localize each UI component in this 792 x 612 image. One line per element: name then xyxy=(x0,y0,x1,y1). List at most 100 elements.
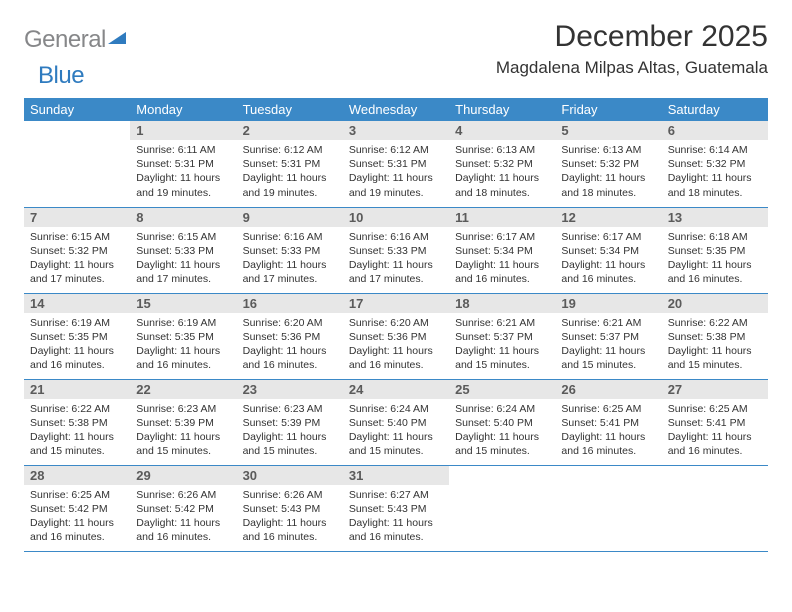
sunrise-text: Sunrise: 6:15 AM xyxy=(30,230,124,244)
day-body: Sunrise: 6:14 AMSunset: 5:32 PMDaylight:… xyxy=(662,140,768,204)
sunset-text: Sunset: 5:36 PM xyxy=(243,330,337,344)
sunset-text: Sunset: 5:31 PM xyxy=(243,157,337,171)
sunset-text: Sunset: 5:42 PM xyxy=(136,502,230,516)
day-number: 5 xyxy=(555,121,661,140)
day-number: 6 xyxy=(662,121,768,140)
day-body: Sunrise: 6:20 AMSunset: 5:36 PMDaylight:… xyxy=(237,313,343,377)
day-number xyxy=(662,466,768,470)
calendar-day-cell: 16Sunrise: 6:20 AMSunset: 5:36 PMDayligh… xyxy=(237,293,343,379)
day-number: 20 xyxy=(662,294,768,313)
calendar-day-cell: 1Sunrise: 6:11 AMSunset: 5:31 PMDaylight… xyxy=(130,121,236,207)
calendar-week-row: 14Sunrise: 6:19 AMSunset: 5:35 PMDayligh… xyxy=(24,293,768,379)
calendar-day-cell: 26Sunrise: 6:25 AMSunset: 5:41 PMDayligh… xyxy=(555,379,661,465)
day-number: 1 xyxy=(130,121,236,140)
sunrise-text: Sunrise: 6:27 AM xyxy=(349,488,443,502)
calendar-day-cell: 2Sunrise: 6:12 AMSunset: 5:31 PMDaylight… xyxy=(237,121,343,207)
day-number: 26 xyxy=(555,380,661,399)
daylight-text: Daylight: 11 hours and 18 minutes. xyxy=(455,171,549,199)
calendar-day-cell: 7Sunrise: 6:15 AMSunset: 5:32 PMDaylight… xyxy=(24,207,130,293)
sunset-text: Sunset: 5:38 PM xyxy=(668,330,762,344)
calendar-day-cell: 24Sunrise: 6:24 AMSunset: 5:40 PMDayligh… xyxy=(343,379,449,465)
day-body: Sunrise: 6:13 AMSunset: 5:32 PMDaylight:… xyxy=(555,140,661,204)
day-number: 11 xyxy=(449,208,555,227)
day-number: 7 xyxy=(24,208,130,227)
daylight-text: Daylight: 11 hours and 16 minutes. xyxy=(136,516,230,544)
calendar-day-cell xyxy=(24,121,130,207)
sunrise-text: Sunrise: 6:19 AM xyxy=(136,316,230,330)
sunset-text: Sunset: 5:40 PM xyxy=(349,416,443,430)
calendar-day-cell: 3Sunrise: 6:12 AMSunset: 5:31 PMDaylight… xyxy=(343,121,449,207)
daylight-text: Daylight: 11 hours and 15 minutes. xyxy=(349,430,443,458)
day-number: 12 xyxy=(555,208,661,227)
day-body: Sunrise: 6:19 AMSunset: 5:35 PMDaylight:… xyxy=(130,313,236,377)
day-number: 3 xyxy=(343,121,449,140)
calendar-day-cell: 22Sunrise: 6:23 AMSunset: 5:39 PMDayligh… xyxy=(130,379,236,465)
calendar-day-cell xyxy=(555,465,661,551)
day-body: Sunrise: 6:25 AMSunset: 5:41 PMDaylight:… xyxy=(662,399,768,463)
day-body: Sunrise: 6:21 AMSunset: 5:37 PMDaylight:… xyxy=(449,313,555,377)
sunset-text: Sunset: 5:43 PM xyxy=(243,502,337,516)
sunset-text: Sunset: 5:35 PM xyxy=(668,244,762,258)
day-body: Sunrise: 6:11 AMSunset: 5:31 PMDaylight:… xyxy=(130,140,236,204)
daylight-text: Daylight: 11 hours and 15 minutes. xyxy=(561,344,655,372)
daylight-text: Daylight: 11 hours and 16 minutes. xyxy=(243,344,337,372)
daylight-text: Daylight: 11 hours and 16 minutes. xyxy=(243,516,337,544)
daylight-text: Daylight: 11 hours and 16 minutes. xyxy=(30,344,124,372)
day-number: 4 xyxy=(449,121,555,140)
day-body: Sunrise: 6:23 AMSunset: 5:39 PMDaylight:… xyxy=(237,399,343,463)
sunset-text: Sunset: 5:32 PM xyxy=(668,157,762,171)
daylight-text: Daylight: 11 hours and 16 minutes. xyxy=(136,344,230,372)
calendar-day-cell: 5Sunrise: 6:13 AMSunset: 5:32 PMDaylight… xyxy=(555,121,661,207)
day-number: 8 xyxy=(130,208,236,227)
calendar-day-cell: 30Sunrise: 6:26 AMSunset: 5:43 PMDayligh… xyxy=(237,465,343,551)
sunrise-text: Sunrise: 6:21 AM xyxy=(455,316,549,330)
calendar-day-cell: 29Sunrise: 6:26 AMSunset: 5:42 PMDayligh… xyxy=(130,465,236,551)
day-body: Sunrise: 6:26 AMSunset: 5:43 PMDaylight:… xyxy=(237,485,343,549)
day-body: Sunrise: 6:18 AMSunset: 5:35 PMDaylight:… xyxy=(662,227,768,291)
sunrise-text: Sunrise: 6:16 AM xyxy=(349,230,443,244)
day-body: Sunrise: 6:24 AMSunset: 5:40 PMDaylight:… xyxy=(343,399,449,463)
sunset-text: Sunset: 5:33 PM xyxy=(243,244,337,258)
day-number xyxy=(555,466,661,470)
day-body: Sunrise: 6:24 AMSunset: 5:40 PMDaylight:… xyxy=(449,399,555,463)
daylight-text: Daylight: 11 hours and 15 minutes. xyxy=(136,430,230,458)
sunset-text: Sunset: 5:43 PM xyxy=(349,502,443,516)
sunrise-text: Sunrise: 6:17 AM xyxy=(455,230,549,244)
sunset-text: Sunset: 5:32 PM xyxy=(455,157,549,171)
month-title: December 2025 xyxy=(496,20,768,54)
sunrise-text: Sunrise: 6:13 AM xyxy=(455,143,549,157)
weekday-header: Sunday xyxy=(24,98,130,121)
sunrise-text: Sunrise: 6:24 AM xyxy=(455,402,549,416)
daylight-text: Daylight: 11 hours and 15 minutes. xyxy=(668,344,762,372)
day-number: 27 xyxy=(662,380,768,399)
weekday-header: Wednesday xyxy=(343,98,449,121)
sunset-text: Sunset: 5:33 PM xyxy=(136,244,230,258)
calendar-day-cell: 21Sunrise: 6:22 AMSunset: 5:38 PMDayligh… xyxy=(24,379,130,465)
calendar-week-row: 28Sunrise: 6:25 AMSunset: 5:42 PMDayligh… xyxy=(24,465,768,551)
day-number: 14 xyxy=(24,294,130,313)
daylight-text: Daylight: 11 hours and 16 minutes. xyxy=(561,258,655,286)
day-number: 25 xyxy=(449,380,555,399)
title-block: December 2025 Magdalena Milpas Altas, Gu… xyxy=(496,20,768,78)
sunrise-text: Sunrise: 6:20 AM xyxy=(349,316,443,330)
day-number: 29 xyxy=(130,466,236,485)
daylight-text: Daylight: 11 hours and 17 minutes. xyxy=(349,258,443,286)
sunrise-text: Sunrise: 6:13 AM xyxy=(561,143,655,157)
day-body: Sunrise: 6:13 AMSunset: 5:32 PMDaylight:… xyxy=(449,140,555,204)
weekday-header: Monday xyxy=(130,98,236,121)
sunset-text: Sunset: 5:33 PM xyxy=(349,244,443,258)
calendar-day-cell: 6Sunrise: 6:14 AMSunset: 5:32 PMDaylight… xyxy=(662,121,768,207)
day-body: Sunrise: 6:12 AMSunset: 5:31 PMDaylight:… xyxy=(237,140,343,204)
daylight-text: Daylight: 11 hours and 16 minutes. xyxy=(455,258,549,286)
day-body: Sunrise: 6:15 AMSunset: 5:33 PMDaylight:… xyxy=(130,227,236,291)
sunrise-text: Sunrise: 6:23 AM xyxy=(243,402,337,416)
logo-text-gray: General xyxy=(24,26,106,54)
day-number: 31 xyxy=(343,466,449,485)
sunset-text: Sunset: 5:34 PM xyxy=(455,244,549,258)
calendar-day-cell: 11 Sunrise: 6:17 AMSunset: 5:34 PMDayligh… xyxy=(449,207,555,293)
day-body: Sunrise: 6:23 AMSunset: 5:39 PMDaylight:… xyxy=(130,399,236,463)
sunrise-text: Sunrise: 6:15 AM xyxy=(136,230,230,244)
daylight-text: Daylight: 11 hours and 15 minutes. xyxy=(455,430,549,458)
calendar-day-cell: 8Sunrise: 6:15 AMSunset: 5:33 PMDaylight… xyxy=(130,207,236,293)
sunrise-text: Sunrise: 6:14 AM xyxy=(668,143,762,157)
